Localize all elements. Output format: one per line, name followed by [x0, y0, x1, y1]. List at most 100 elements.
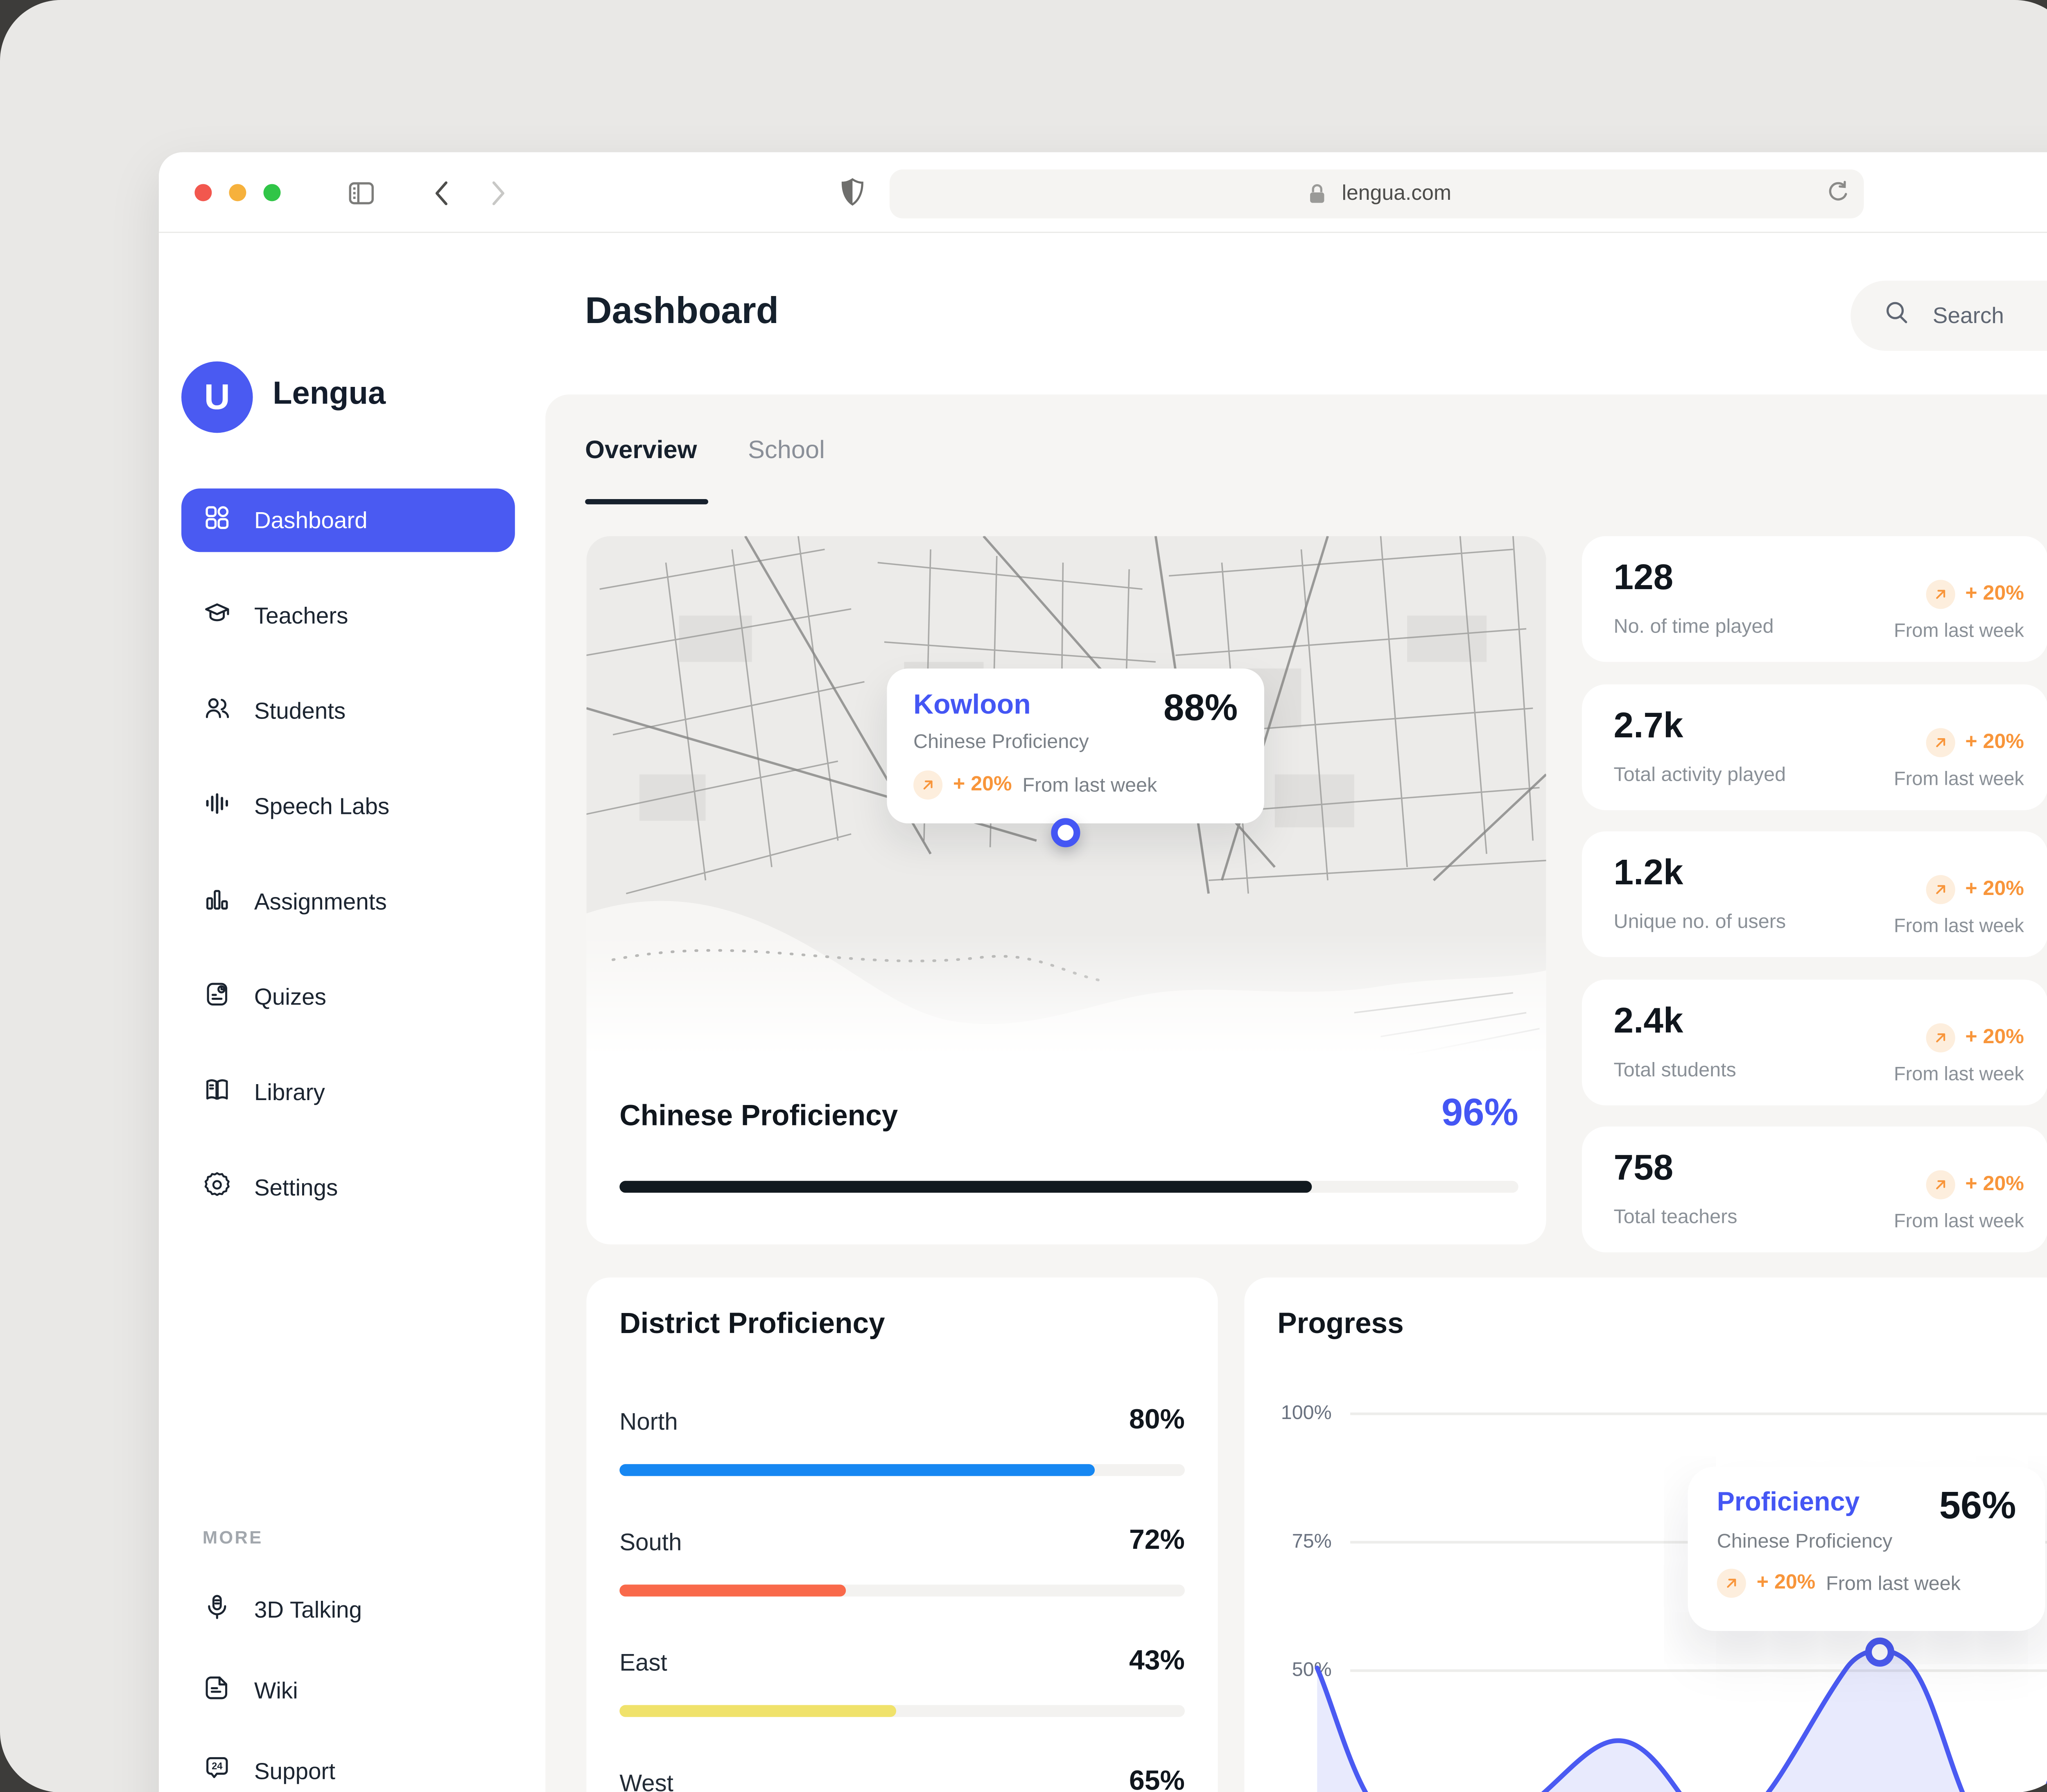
district-card-title: District Proficiency: [619, 1306, 885, 1340]
sidebar: U Lengua Dashboard Teachers Students Spe…: [159, 233, 546, 1792]
trend-up-icon: [913, 770, 943, 800]
sidebar-item-label: Speech Labs: [254, 792, 390, 819]
tooltip-delta: + 20%: [953, 773, 1012, 796]
stat-caption: From last week: [1894, 621, 2024, 642]
stat-label: Total activity played: [1613, 764, 1786, 786]
tooltip-delta-caption: From last week: [1022, 773, 1157, 796]
district-row-value: 80%: [1129, 1404, 1185, 1435]
browser-window: lengua.com U Lengua Dashboard Teachers: [159, 152, 2047, 1792]
brand-logo: U: [181, 361, 253, 433]
active-tab-underline: [585, 499, 708, 504]
sidebar-item-quizes[interactable]: Quizes: [181, 965, 515, 1028]
sidebar-item-label: Quizes: [254, 983, 326, 1010]
tooltip-metric: Chinese Proficiency: [1717, 1530, 1893, 1553]
sidebar-item-assignments[interactable]: Assignments: [181, 870, 515, 933]
sidebar-item-support[interactable]: 24 Support: [181, 1740, 515, 1792]
sidebar-item-label: Support: [254, 1757, 336, 1784]
sidebar-item-speech-labs[interactable]: Speech Labs: [181, 775, 515, 838]
stat-card-unique-users: 1.2k Unique no. of users + 20% From last…: [1582, 831, 2047, 957]
stat-delta: + 20%: [1965, 877, 2024, 900]
url-text: lengua.com: [1342, 182, 1451, 205]
stat-value: 758: [1613, 1148, 1674, 1188]
district-bar-north: [619, 1464, 1185, 1476]
tab-overview[interactable]: Overview: [585, 437, 697, 465]
url-bar[interactable]: lengua.com: [889, 169, 1864, 219]
minimize-traffic-light[interactable]: [229, 184, 246, 201]
sidebar-item-label: Dashboard: [254, 506, 368, 533]
sidebar-item-3d-talking[interactable]: 3D Talking: [181, 1578, 515, 1641]
graduation-cap-icon: [203, 598, 232, 633]
sidebar-item-label: 3D Talking: [254, 1595, 362, 1623]
map-proficiency-value: 96%: [1441, 1092, 1518, 1135]
stat-card-students: 2.4k Total students + 20% From last week: [1582, 979, 2047, 1105]
tooltip-delta-caption: From last week: [1826, 1572, 1961, 1595]
progress-line-chart[interactable]: [1244, 1277, 2047, 1792]
sidebar-item-dashboard[interactable]: Dashboard: [181, 488, 515, 552]
people-icon: [203, 693, 232, 729]
back-icon[interactable]: [427, 177, 459, 216]
map-location-marker[interactable]: [1051, 818, 1080, 847]
sidebar-item-wiki[interactable]: Wiki: [181, 1659, 515, 1722]
search-input[interactable]: [1930, 301, 2047, 330]
stat-label: Unique no. of users: [1613, 911, 1786, 933]
stat-value: 1.2k: [1613, 852, 1683, 893]
chart-point-marker[interactable]: [1865, 1637, 1895, 1667]
gridline: [1350, 1669, 2047, 1672]
search-box[interactable]: [1850, 280, 2047, 351]
stat-caption: From last week: [1894, 1064, 2024, 1086]
district-row-label: South: [619, 1529, 682, 1556]
sidebar-item-students[interactable]: Students: [181, 679, 515, 743]
sidebar-item-library[interactable]: Library: [181, 1060, 515, 1124]
tooltip-value: 56%: [1939, 1485, 2016, 1528]
progress-card: Progress 100% 75% 50% Proficiency 56% Ch…: [1244, 1277, 2047, 1792]
map-card: Kowloon 88% Chinese Proficiency + 20% Fr…: [586, 536, 1546, 1245]
browser-chrome: lengua.com: [159, 152, 2047, 233]
sidebar-item-label: Assignments: [254, 888, 387, 914]
sidebar-item-label: Students: [254, 697, 346, 724]
sidebar-item-settings[interactable]: Settings: [181, 1156, 515, 1219]
tooltip-region: Kowloon: [913, 689, 1031, 720]
privacy-shield-icon[interactable]: [837, 176, 869, 215]
tooltip-title: Proficiency: [1717, 1488, 1860, 1517]
main-panel: Overview School: [545, 394, 2047, 1792]
stat-delta: + 20%: [1965, 582, 2024, 605]
waveform-icon: [203, 789, 232, 824]
stat-card-time-played: 128 No. of time played + 20% From last w…: [1582, 536, 2047, 662]
close-traffic-light[interactable]: [194, 184, 212, 201]
district-row-label: East: [619, 1649, 667, 1676]
stat-delta: + 20%: [1965, 730, 2024, 753]
stat-label: Total teachers: [1613, 1206, 1737, 1229]
maximize-traffic-light[interactable]: [263, 184, 281, 201]
map-proficiency-bar: [619, 1181, 1518, 1193]
stat-card-activity: 2.7k Total activity played + 20% From la…: [1582, 684, 2047, 810]
district-row-value: 72%: [1129, 1525, 1185, 1556]
reload-icon[interactable]: [1824, 179, 1852, 213]
map-proficiency-label: Chinese Proficiency: [619, 1098, 898, 1132]
sidebar-toggle-icon[interactable]: [346, 177, 377, 216]
trend-up-icon: [1925, 1170, 1955, 1200]
forward-icon[interactable]: [481, 177, 513, 216]
stat-label: Total students: [1613, 1059, 1736, 1082]
sidebar-item-label: Wiki: [254, 1677, 298, 1703]
trend-up-icon: [1925, 728, 1955, 757]
bar-chart-icon: [203, 884, 232, 919]
search-icon: [1882, 298, 1911, 334]
district-row-label: North: [619, 1408, 678, 1435]
progress-card-title: Progress: [1277, 1306, 1404, 1340]
quiz-note-icon: [203, 979, 232, 1015]
stat-caption: From last week: [1894, 769, 2024, 791]
stat-value: 128: [1613, 557, 1674, 597]
stat-delta: + 20%: [1965, 1173, 2024, 1195]
page-title: Dashboard: [585, 290, 779, 331]
gear-icon: [203, 1170, 232, 1205]
district-row-value: 43%: [1129, 1645, 1185, 1676]
stat-value: 2.7k: [1613, 705, 1683, 746]
gridline: [1350, 1412, 2047, 1415]
tab-school[interactable]: School: [748, 437, 825, 465]
support-24-icon: 24: [203, 1754, 232, 1789]
trend-up-icon: [1925, 1023, 1955, 1053]
svg-text:24: 24: [212, 1760, 223, 1771]
sidebar-item-teachers[interactable]: Teachers: [181, 584, 515, 647]
lock-icon: [1309, 183, 1324, 202]
